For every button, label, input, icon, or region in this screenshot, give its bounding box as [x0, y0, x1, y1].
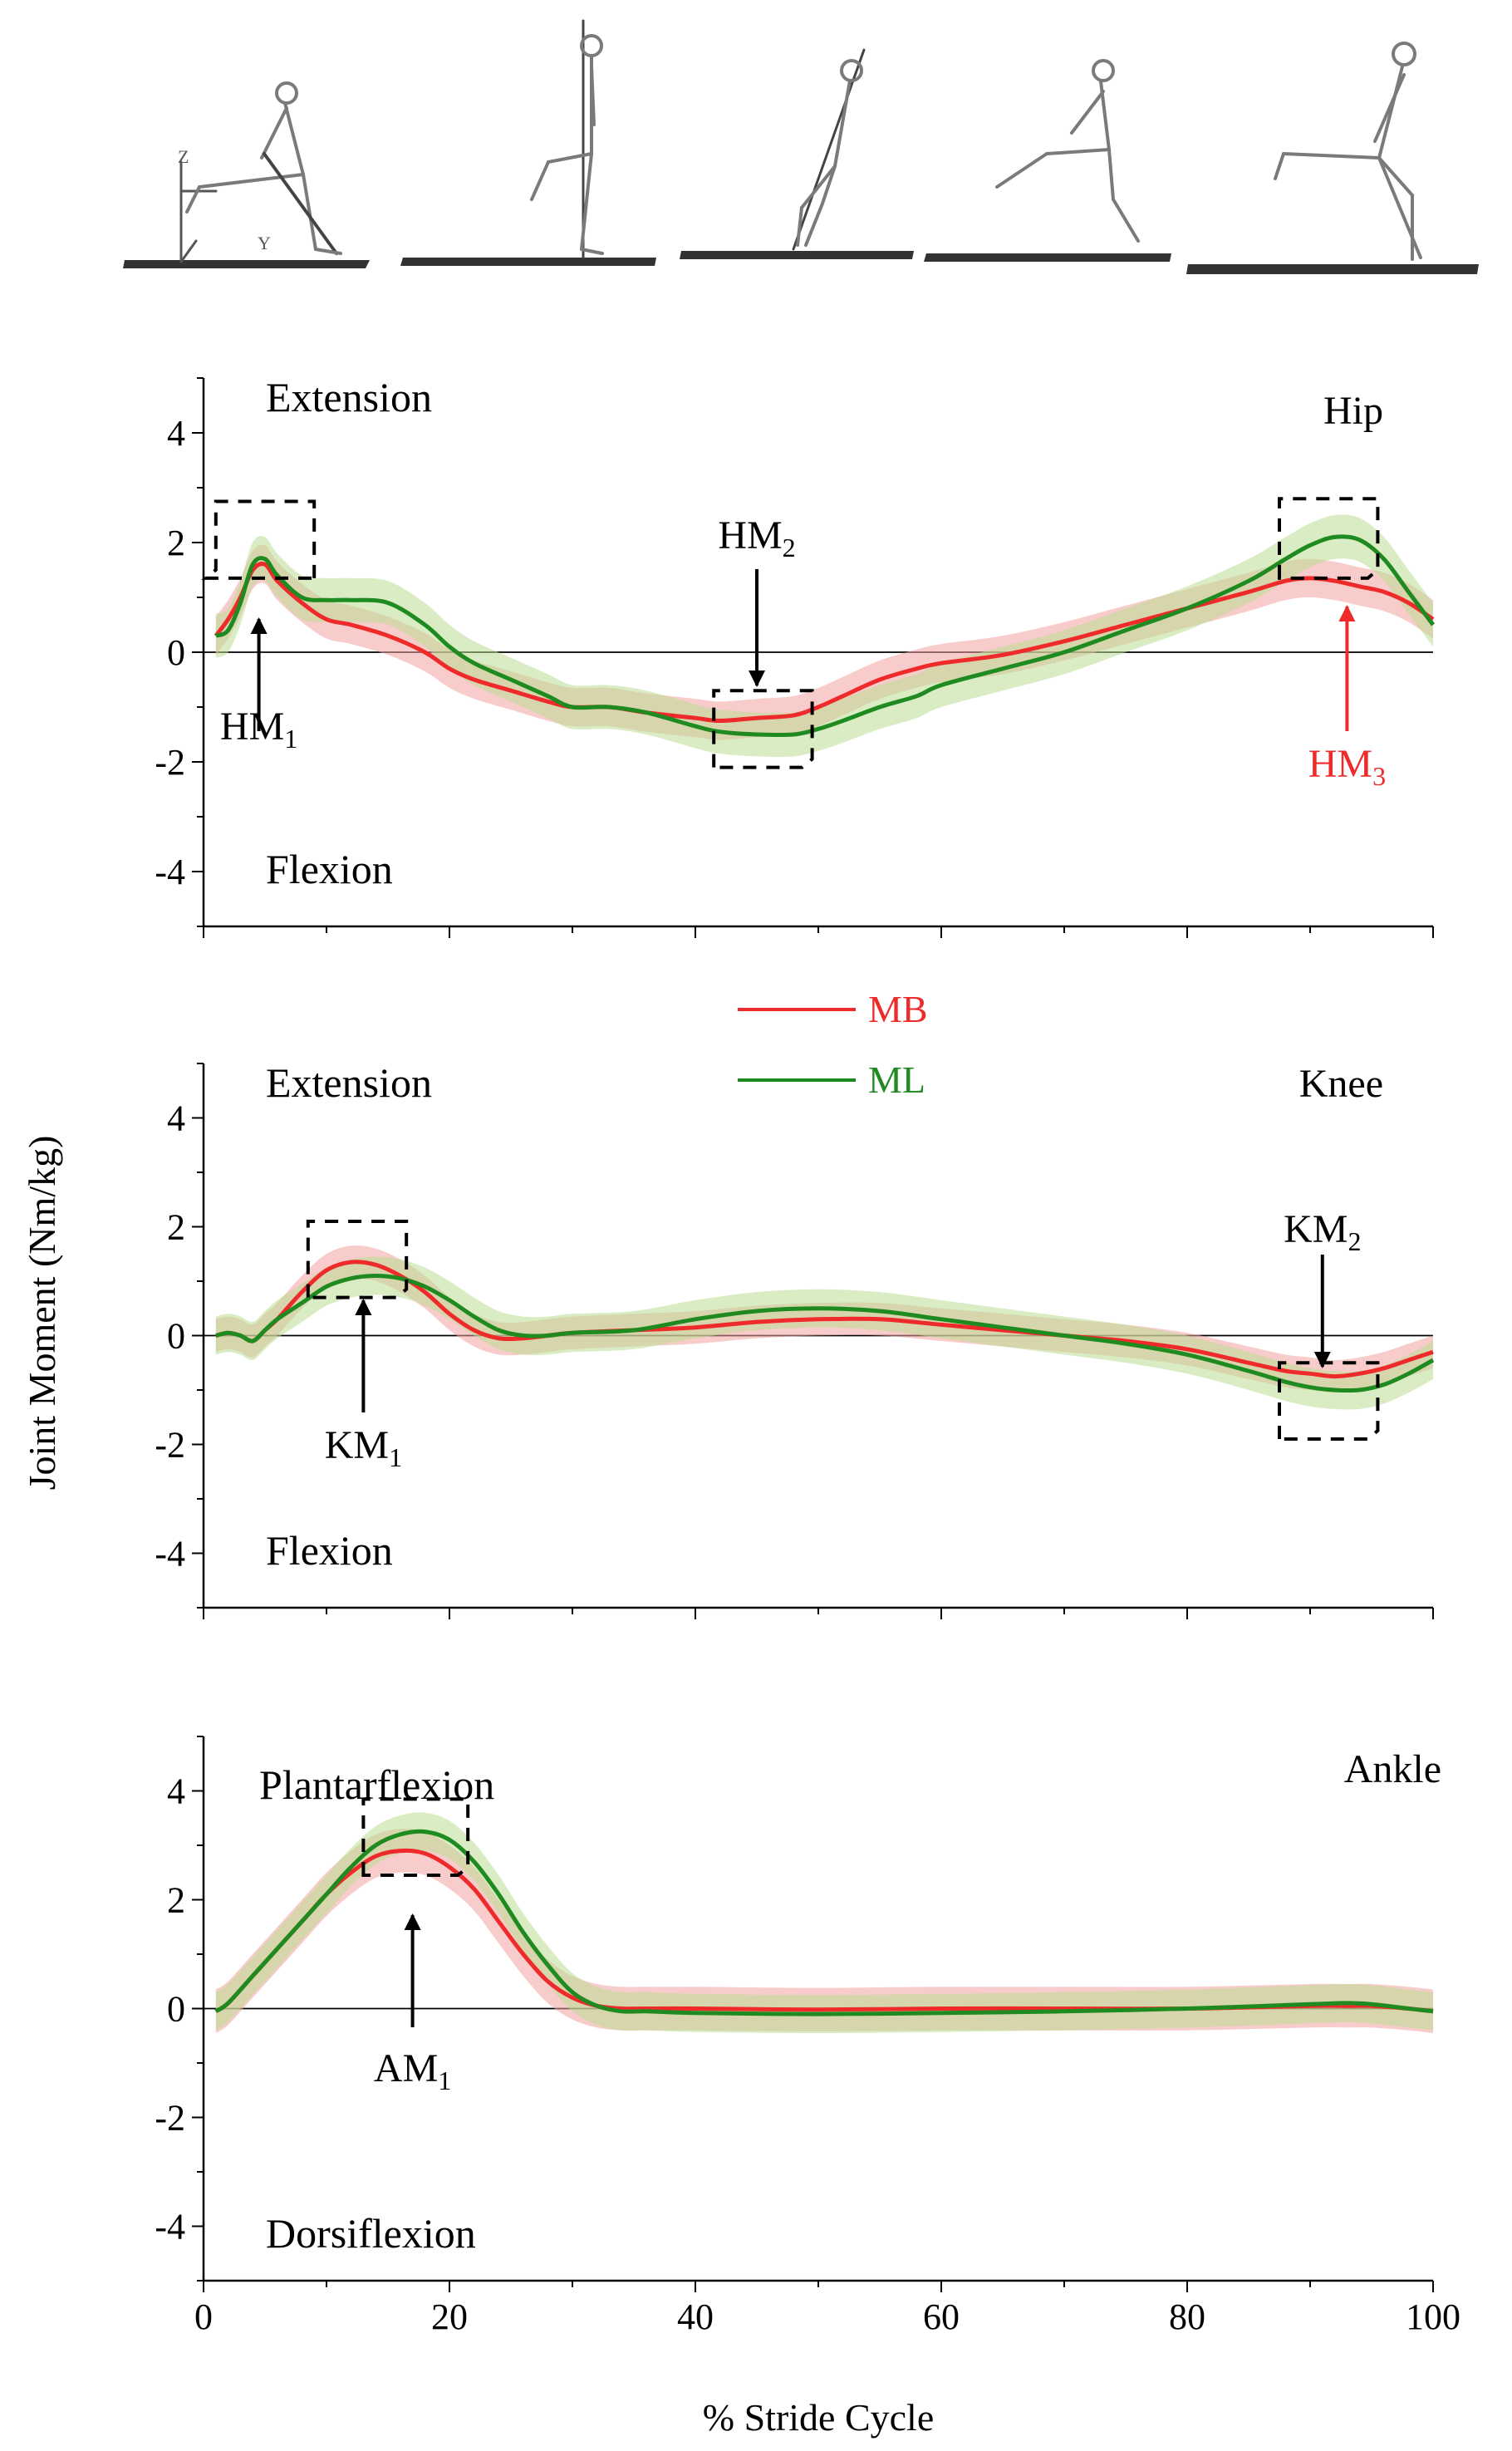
hip-top-label: Extension — [266, 374, 432, 420]
hip-y-tick-label: -2 — [155, 742, 185, 783]
ankle-x-tick-label: 100 — [1406, 2296, 1460, 2337]
hip-ml-band — [215, 514, 1433, 758]
knee-y-tick-label: 2 — [167, 1207, 185, 1248]
knee-y-tick-label: -4 — [155, 1534, 185, 1574]
y-axis-label: Joint Moment (Nm/kg) — [21, 1136, 63, 1491]
hip-y-tick-label: 0 — [167, 632, 185, 673]
x-axis-label: % Stride Cycle — [703, 2396, 935, 2439]
ankle-y-tick-label: -4 — [155, 2207, 185, 2247]
knee-y-tick-label: -2 — [155, 1425, 185, 1466]
hm3-label: HM3 — [1308, 742, 1386, 791]
hm3-highlight-box — [1278, 497, 1380, 580]
hm1-label: HM1 — [220, 705, 297, 754]
legend-entry-ml: ML — [738, 1058, 925, 1101]
ankle-x-tick-label: 40 — [677, 2296, 714, 2337]
hip-bottom-label: Flexion — [266, 846, 393, 892]
legend: MB ML — [738, 988, 928, 1101]
skeleton-frame-5 — [1186, 42, 1479, 274]
legend-ml-label: ML — [868, 1058, 925, 1101]
knee-bottom-label: Flexion — [266, 1527, 393, 1574]
ankle-x-tick-label: 60 — [923, 2296, 960, 2337]
hip-title: Hip — [1323, 389, 1383, 433]
hip-y-tick-label: 2 — [167, 523, 185, 563]
ankle-ml-line — [214, 1829, 1434, 2016]
am1-highlight-box — [361, 1797, 470, 1878]
legend-mb-label: MB — [868, 988, 928, 1030]
hip-mb-line — [214, 562, 1435, 723]
ankle-title: Ankle — [1344, 1747, 1441, 1791]
knee-ml-line — [215, 1274, 1435, 1393]
ankle-x-tick-label: 20 — [431, 2296, 468, 2337]
hm2-label: HM2 — [718, 513, 795, 562]
ankle-y-tick-label: 4 — [167, 1771, 185, 1812]
ankle-top-label: Plantarflexion — [259, 1761, 494, 1808]
ankle-ml-band — [215, 1812, 1433, 2033]
km2-label: KM2 — [1284, 1207, 1361, 1256]
hip-panel: -4 -2 0 2 4 Extension Flexion Hip HM1 HM2 HM3 — [155, 374, 1436, 938]
knee-panel: -4 -2 0 2 4 Extension Flexion Knee KM1 KM2 — [155, 1059, 1435, 1619]
hip-y-tick-label: 4 — [167, 413, 185, 454]
knee-y-tick-label: 4 — [167, 1098, 185, 1139]
skeleton-frame-1: Z Y — [123, 81, 370, 268]
axis-glyph-y: Y — [258, 233, 271, 253]
knee-y-tick-label: 0 — [167, 1316, 185, 1357]
axis-glyph-z: Z — [178, 146, 189, 167]
ankle-y-tick-label: 2 — [167, 1880, 185, 1921]
ankle-y-tick-label: 0 — [167, 1989, 185, 2030]
legend-entry-mb: MB — [738, 988, 928, 1030]
hip-ml-line — [214, 534, 1436, 738]
knee-ml-band — [215, 1256, 1433, 1410]
hip-y-tick-label: -4 — [155, 852, 185, 892]
am1-label: AM1 — [374, 2046, 451, 2095]
skeleton-frame-4 — [924, 59, 1171, 262]
hm1-highlight-box — [201, 499, 317, 580]
skeleton-frame-2 — [400, 19, 656, 266]
ankle-x-tick-label: 0 — [194, 2296, 213, 2337]
ankle-x-tick-label: 80 — [1169, 2296, 1205, 2337]
ankle-y-tick-label: -2 — [155, 2098, 185, 2139]
knee-title: Knee — [1299, 1062, 1383, 1106]
skeleton-frame-3 — [680, 48, 914, 259]
ankle-bottom-label: Dorsiflexion — [266, 2210, 476, 2257]
skeleton-strip: Z Y — [123, 19, 1479, 274]
km1-label: KM1 — [325, 1423, 402, 1472]
knee-top-label: Extension — [266, 1059, 432, 1106]
